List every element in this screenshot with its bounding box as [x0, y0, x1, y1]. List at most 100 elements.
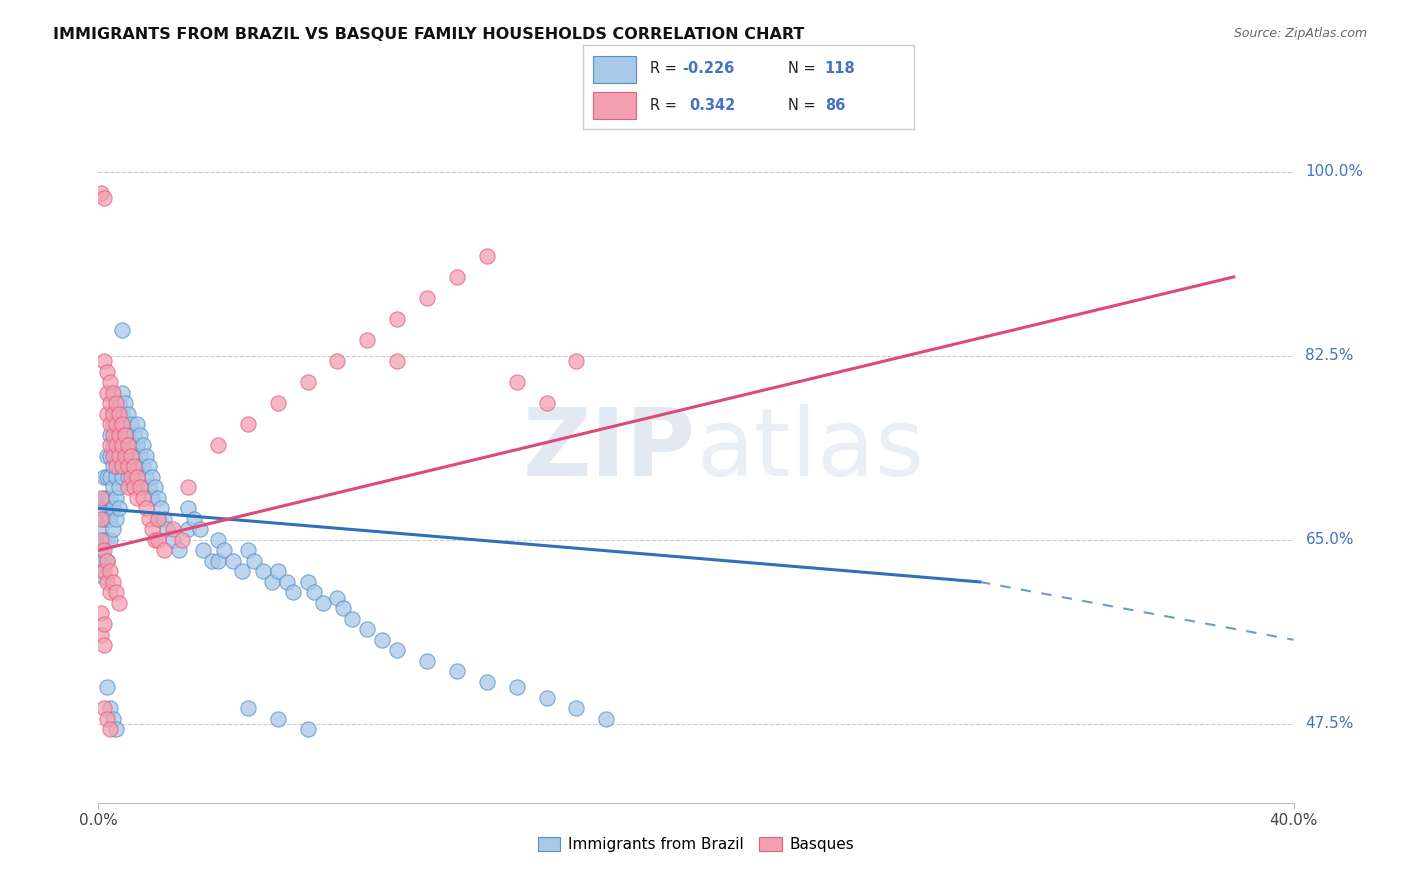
Point [114, 449, 136, 463]
Point [536, 690, 558, 705]
Point [96, 554, 118, 568]
Point [93, 543, 115, 558]
Point [98, 565, 122, 579]
Point [124, 480, 146, 494]
Bar [593, 55, 637, 83]
Point [93, 533, 115, 547]
Point [124, 469, 146, 483]
Point [150, 501, 173, 516]
Point [98, 417, 122, 432]
Text: ZIP: ZIP [523, 404, 696, 497]
Point [536, 396, 558, 410]
Point [103, 417, 125, 432]
Text: R =: R = [650, 62, 681, 76]
Point [98, 585, 122, 599]
Point [98, 438, 122, 452]
Point [111, 427, 134, 442]
Point [105, 459, 128, 474]
Point [267, 565, 290, 579]
Point [108, 596, 131, 610]
Text: IMMIGRANTS FROM BRAZIL VS BASQUE FAMILY HOUSEHOLDS CORRELATION CHART: IMMIGRANTS FROM BRAZIL VS BASQUE FAMILY … [53, 27, 804, 42]
Point [281, 585, 304, 599]
Point [475, 249, 498, 263]
Point [108, 449, 131, 463]
Point [111, 449, 134, 463]
Point [129, 427, 152, 442]
Point [127, 417, 149, 432]
Point [93, 617, 115, 632]
Point [90, 186, 112, 200]
Point [105, 417, 128, 432]
Point [90, 491, 112, 505]
Point [96, 449, 118, 463]
Point [124, 459, 146, 474]
Point [162, 533, 184, 547]
Point [105, 585, 128, 599]
Point [141, 469, 163, 483]
Point [132, 491, 155, 505]
Point [416, 654, 439, 668]
Text: 118: 118 [825, 62, 855, 76]
Point [267, 712, 290, 726]
Point [111, 459, 134, 474]
Point [565, 701, 588, 715]
Point [114, 427, 136, 442]
Text: 82.5%: 82.5% [1306, 348, 1354, 363]
Point [416, 291, 439, 305]
Text: 100.0%: 100.0% [1306, 164, 1364, 179]
Point [111, 438, 134, 452]
Point [93, 565, 115, 579]
Point [127, 491, 149, 505]
Point [117, 407, 139, 421]
Point [103, 522, 125, 536]
Point [98, 701, 122, 715]
Point [260, 574, 283, 589]
Point [167, 543, 190, 558]
Point [96, 533, 118, 547]
Point [326, 354, 349, 368]
Text: N =: N = [789, 98, 821, 112]
Point [120, 417, 142, 432]
Point [93, 701, 115, 715]
Point [297, 574, 319, 589]
Point [252, 565, 274, 579]
Point [120, 449, 142, 463]
Point [90, 627, 112, 641]
Text: -0.226: -0.226 [683, 62, 735, 76]
Point [103, 712, 125, 726]
Point [177, 501, 200, 516]
Point [129, 449, 152, 463]
Point [207, 438, 229, 452]
Point [127, 469, 149, 483]
Point [90, 501, 112, 516]
Point [188, 522, 211, 536]
Point [96, 712, 118, 726]
Point [96, 385, 118, 400]
Point [446, 665, 468, 679]
Point [124, 427, 146, 442]
Point [172, 533, 194, 547]
Point [114, 417, 136, 432]
Point [156, 522, 179, 536]
Point [96, 512, 118, 526]
Point [236, 417, 259, 432]
Point [276, 574, 298, 589]
Point [98, 491, 122, 505]
Point [103, 459, 125, 474]
Point [111, 417, 134, 432]
Point [302, 585, 325, 599]
Point [132, 480, 155, 494]
Point [311, 596, 333, 610]
Point [138, 480, 160, 494]
Point [135, 469, 157, 483]
Point [93, 512, 115, 526]
Text: 0.342: 0.342 [689, 98, 735, 112]
Point [105, 449, 128, 463]
Point [105, 722, 128, 736]
Bar [593, 92, 637, 120]
Point [212, 543, 235, 558]
Point [342, 612, 364, 626]
Point [153, 512, 176, 526]
Point [297, 722, 319, 736]
Point [96, 469, 118, 483]
